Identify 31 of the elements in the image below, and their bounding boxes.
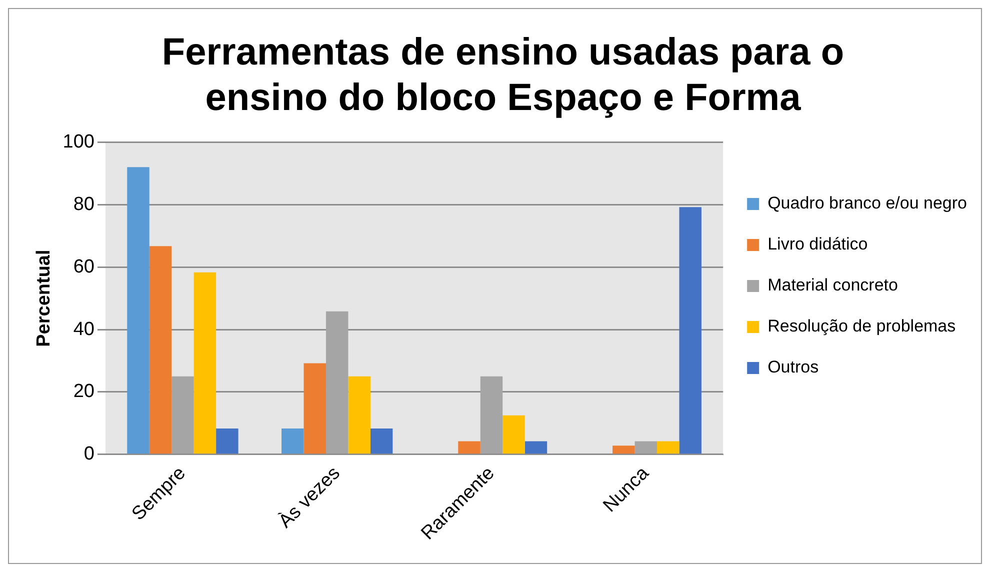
bar (149, 246, 172, 454)
bar (679, 207, 702, 454)
bar (304, 363, 326, 454)
bar (127, 167, 150, 454)
legend-label: Material concreto (768, 276, 898, 295)
y-tick-label: 20 (73, 381, 94, 402)
bar (502, 415, 525, 454)
bar (172, 376, 194, 454)
y-tick-label: 100 (62, 131, 94, 152)
bar (634, 441, 657, 454)
bar (194, 272, 216, 454)
y-axis-title: Percentual (34, 250, 55, 347)
bar (524, 441, 548, 454)
legend-label: Outros (768, 358, 819, 377)
bar (282, 428, 304, 454)
y-tick-label: 0 (84, 444, 94, 465)
bar (216, 428, 238, 454)
bar (480, 376, 503, 454)
bar (326, 311, 348, 454)
legend-label: Resolução de problemas (768, 316, 956, 336)
y-tick-label: 60 (73, 256, 94, 278)
legend-label: Livro didático (768, 234, 868, 254)
y-tick-label: 40 (73, 318, 94, 340)
bar (458, 441, 480, 454)
bar (370, 428, 393, 454)
legend-label: Quadro branco e/ou negro (768, 194, 968, 213)
chart-title: Ferramentas de ensino usadas para o ensino do bloco Espaço e Forma (162, 31, 844, 119)
bar (657, 441, 680, 454)
bar (612, 446, 635, 454)
bar (348, 376, 370, 454)
y-tick-label: 80 (73, 194, 94, 215)
